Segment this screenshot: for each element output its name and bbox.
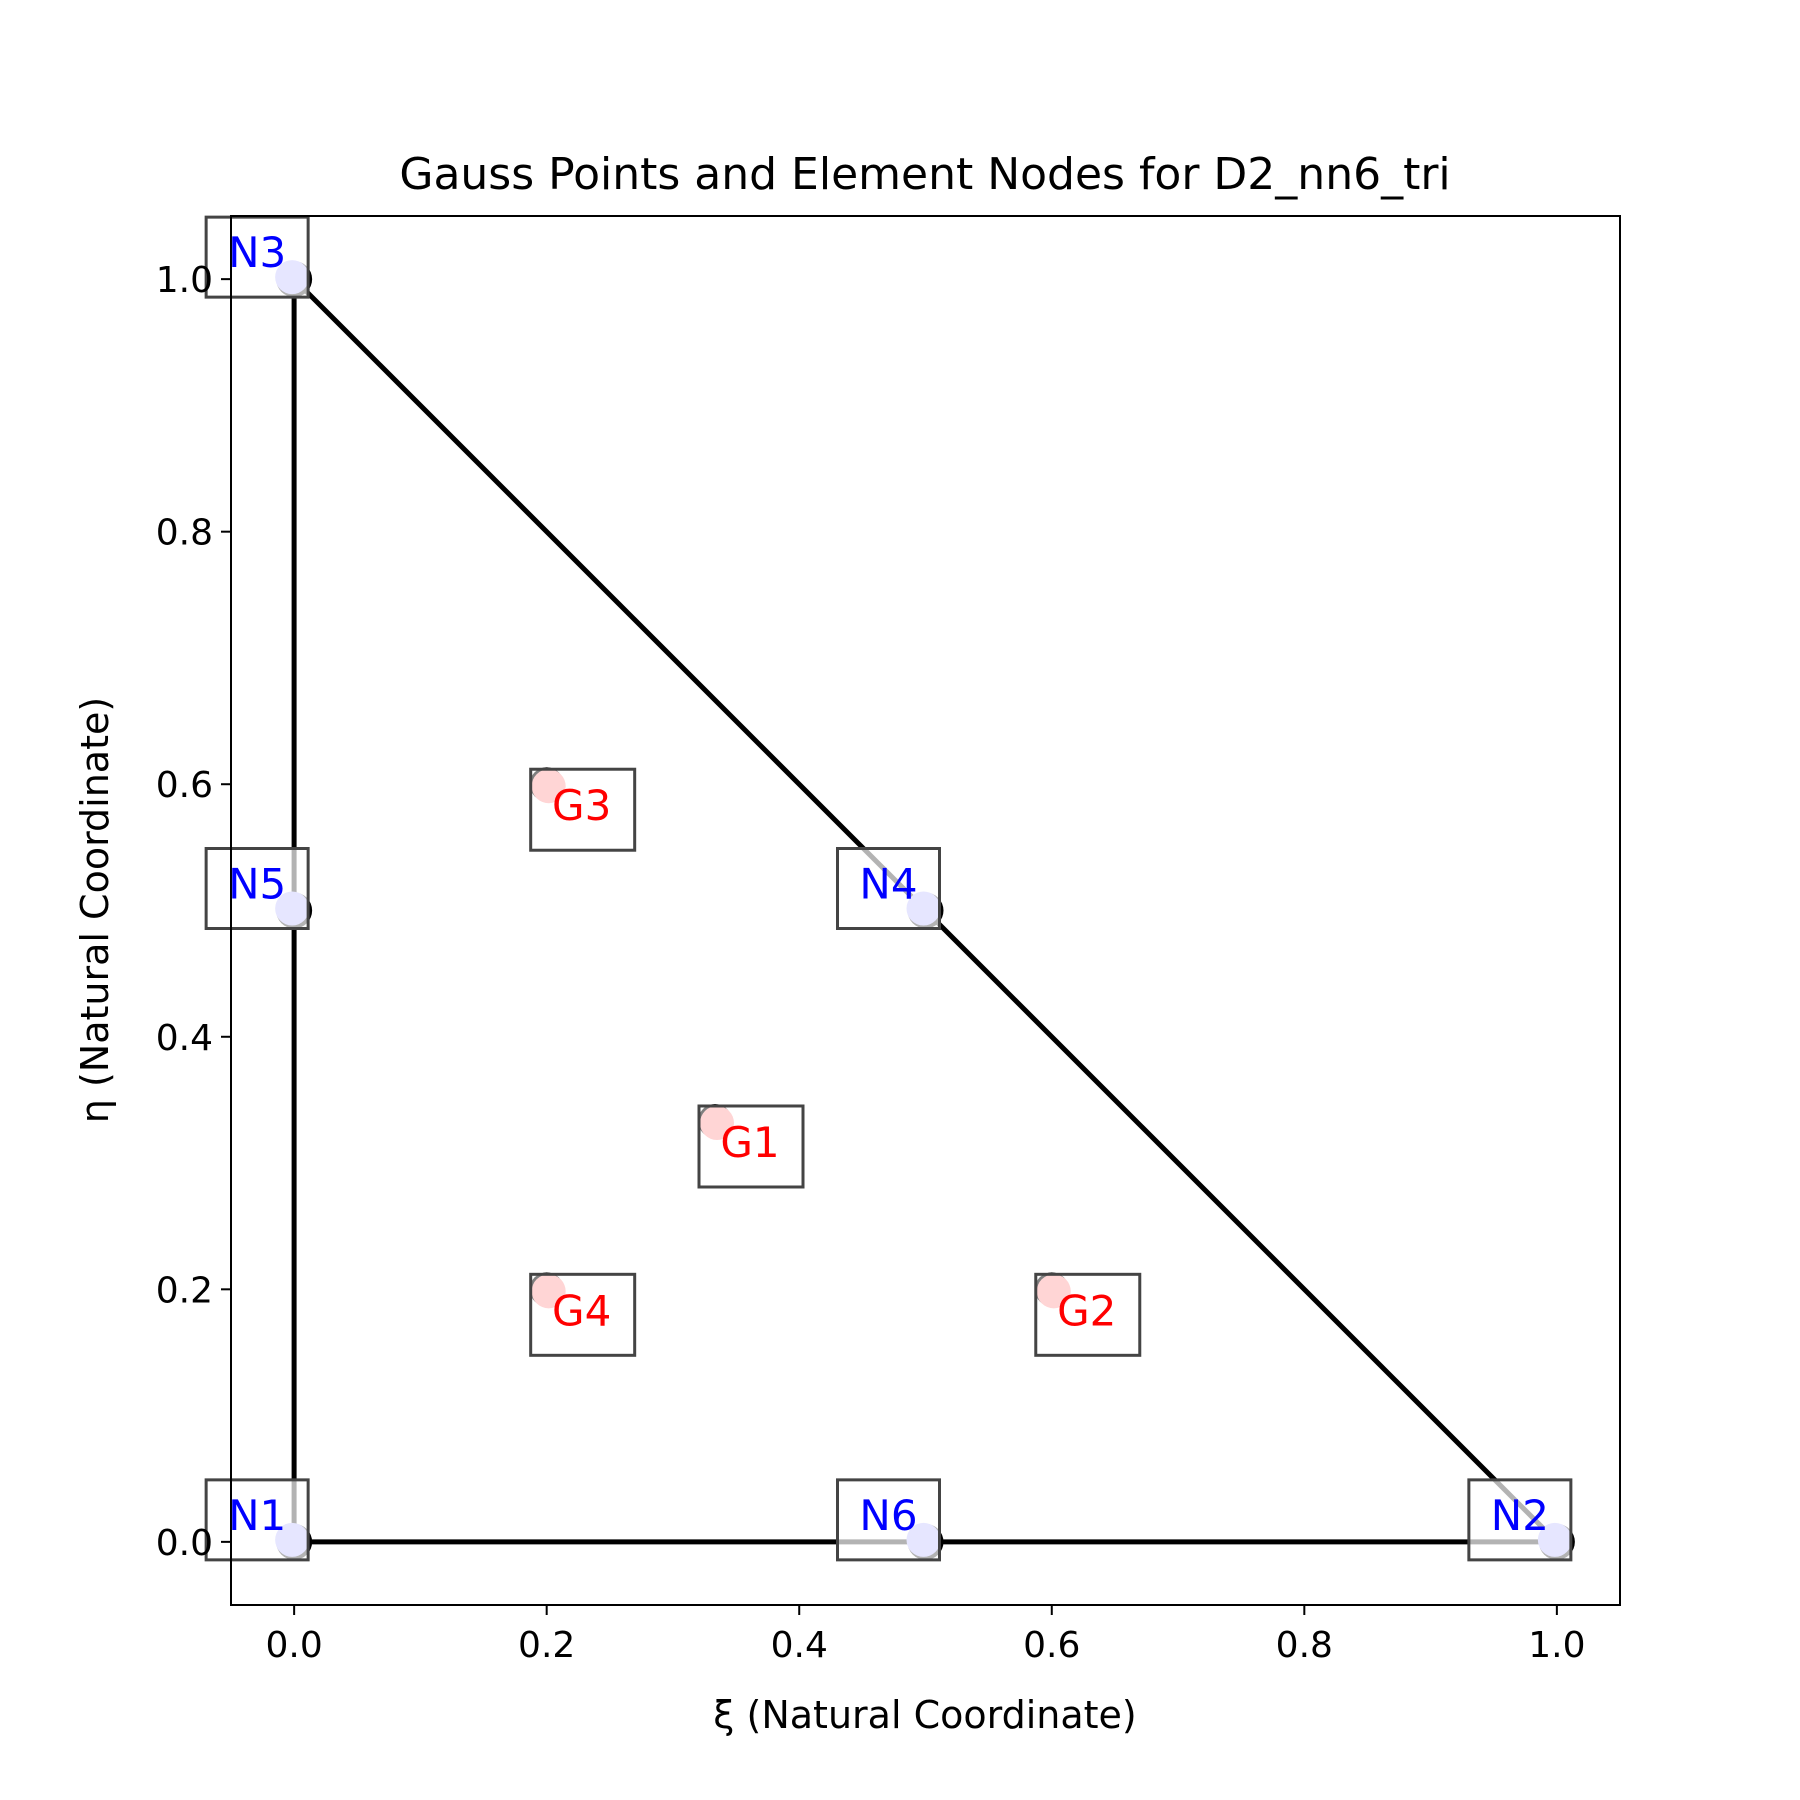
x-tick-label: 0.0 [266,1625,323,1666]
node-label-box [204,847,310,930]
y-tick-label: 0.4 [156,1018,213,1059]
node-label-box [204,1478,310,1562]
y-tick-label: 0.8 [156,513,213,554]
y-tick-label: 0.6 [156,765,213,806]
node-label-box [1467,1478,1573,1562]
x-axis-label: ξ (Natural Coordinate) [713,1693,1136,1737]
node-label: N2 [1491,1491,1549,1540]
chart-title: Gauss Points and Element Nodes for D2_nn… [399,149,1450,200]
gauss-label-box [1034,1272,1142,1357]
node-label: N6 [859,1491,917,1540]
y-tick-label: 0.2 [156,1270,213,1311]
node-label: N5 [228,860,286,909]
node-label-box [204,215,310,299]
axes: 0.0 0.2 0.4 0.6 0.8 1.0 0.0 0.2 0.4 0.6 0.8 1.0 [156,260,1586,1666]
gauss-label: G1 [720,1118,779,1167]
node-label-box [836,847,941,930]
x-tick-label: 0.8 [1276,1625,1333,1666]
x-tick-label: 1.0 [1528,1625,1585,1666]
node-label: N4 [859,860,917,909]
gauss-label-box [529,767,637,852]
gauss-label-box [529,1272,637,1357]
plot-area: N1 N2 N3 N4 N5 N6 G1 G2 G3 G4 [204,215,1575,1562]
y-axis-label: η (Natural Coordinate) [73,697,117,1123]
gauss-label: G3 [552,781,611,830]
y-tick-label: 0.0 [156,1523,213,1564]
node-label-box [836,1478,941,1562]
gauss-label: G2 [1057,1286,1116,1335]
y-tick-label: 1.0 [156,260,213,301]
plot-frame [230,215,1621,1606]
x-tick-label: 0.4 [771,1625,828,1666]
gauss-label-box [697,1104,805,1189]
x-tick-label: 0.2 [518,1625,575,1666]
node-label: N3 [228,228,286,277]
node-label: N1 [228,1491,286,1540]
gauss-label: G4 [552,1286,611,1335]
x-tick-label: 0.6 [1023,1625,1080,1666]
